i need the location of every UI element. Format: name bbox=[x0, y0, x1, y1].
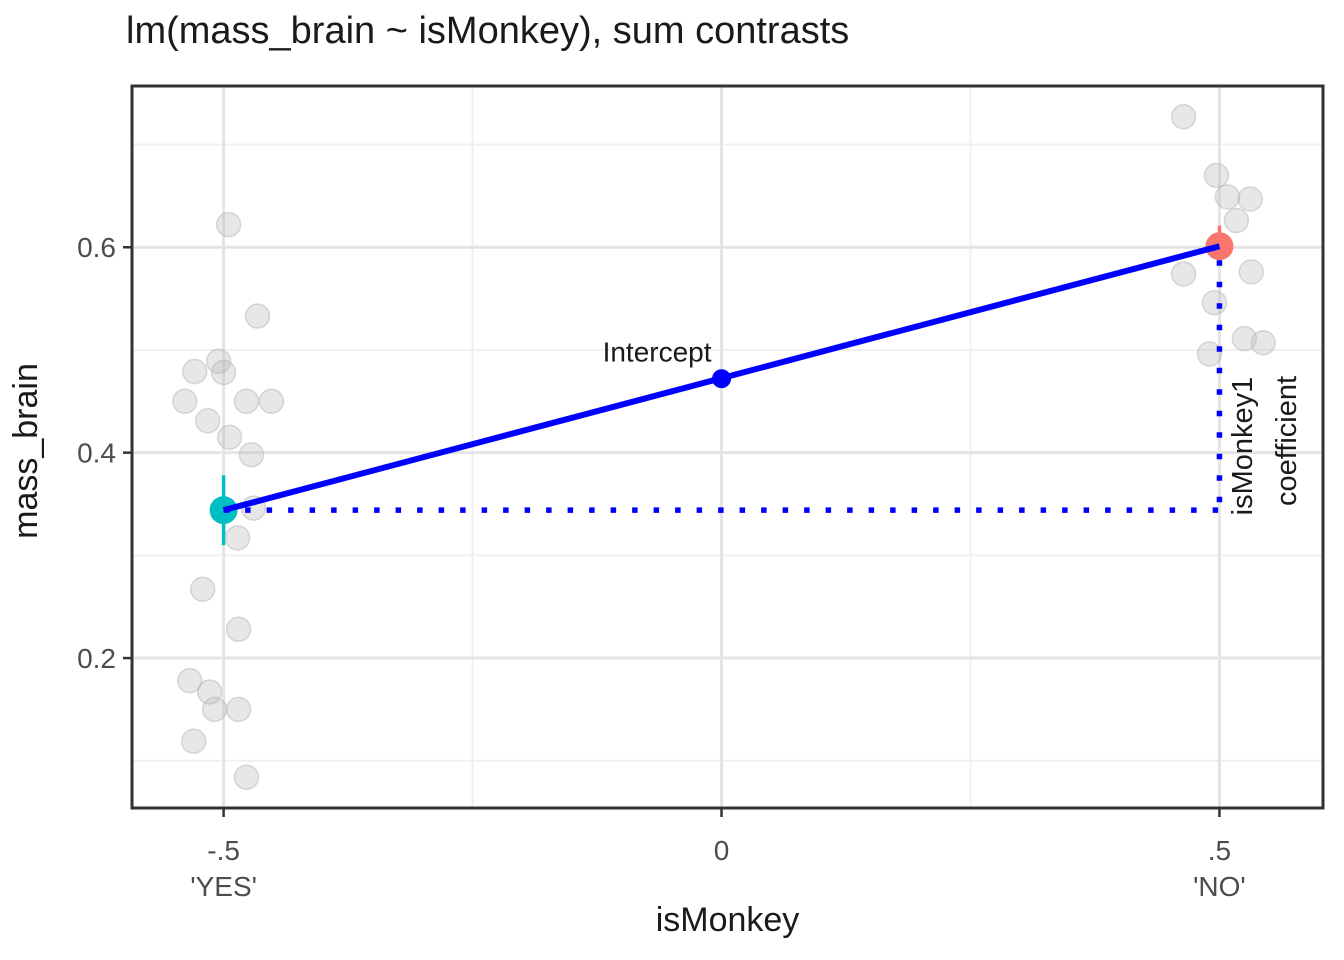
raw-data-point bbox=[1250, 330, 1277, 356]
raw-data-point bbox=[1170, 104, 1197, 130]
raw-data-point bbox=[225, 616, 252, 643]
coefficient-annotation-line2: coefficient bbox=[1271, 376, 1303, 506]
x-tick-label: 0 bbox=[714, 835, 730, 866]
y-tick-label: 0.6 bbox=[77, 232, 116, 263]
x-tick-label: -.5 bbox=[207, 835, 240, 866]
intercept-point bbox=[712, 369, 732, 389]
raw-data-point bbox=[172, 388, 198, 415]
raw-data-point bbox=[1231, 325, 1258, 352]
raw-data-point bbox=[258, 388, 285, 415]
raw-data-point bbox=[1170, 261, 1197, 287]
raw-data-point bbox=[1196, 341, 1223, 367]
raw-data-point bbox=[194, 408, 221, 434]
raw-data-point bbox=[224, 525, 251, 551]
panel-border bbox=[130, 84, 1325, 810]
raw-data-point bbox=[210, 359, 237, 386]
raw-data-point bbox=[201, 696, 228, 723]
raw-data-point bbox=[1203, 162, 1230, 189]
raw-data-point bbox=[180, 728, 207, 754]
raw-data-point bbox=[225, 696, 252, 723]
x-tick-sublabel: 'YES' bbox=[190, 871, 257, 902]
raw-data-point bbox=[215, 211, 242, 238]
raw-data-point bbox=[1201, 289, 1228, 316]
x-tick-sublabel: 'NO' bbox=[1193, 871, 1246, 902]
plot-title: lm(mass_brain ~ isMonkey), sum contrasts bbox=[126, 10, 850, 52]
raw-data-point bbox=[244, 303, 271, 329]
raw-data-point bbox=[238, 441, 265, 468]
raw-data-point bbox=[181, 358, 208, 385]
raw-data-point bbox=[189, 576, 216, 602]
y-tick-label: 0.2 bbox=[77, 643, 116, 674]
x-tick-label: .5 bbox=[1208, 835, 1231, 866]
raw-data-point bbox=[233, 764, 260, 790]
raw-data-point bbox=[1223, 207, 1250, 234]
intercept-label: Intercept bbox=[603, 337, 712, 368]
raw-data-point bbox=[233, 388, 260, 415]
x-axis-title: isMonkey bbox=[655, 901, 800, 939]
raw-data-point bbox=[1238, 259, 1265, 285]
raw-data-point bbox=[1237, 186, 1264, 212]
coefficient-annotation-line1: isMonkey1 bbox=[1227, 377, 1259, 516]
raw-data-point bbox=[1214, 184, 1241, 210]
raw-data-point bbox=[216, 424, 243, 450]
y-tick-label: 0.4 bbox=[77, 438, 116, 469]
raw-data-point bbox=[177, 667, 203, 694]
